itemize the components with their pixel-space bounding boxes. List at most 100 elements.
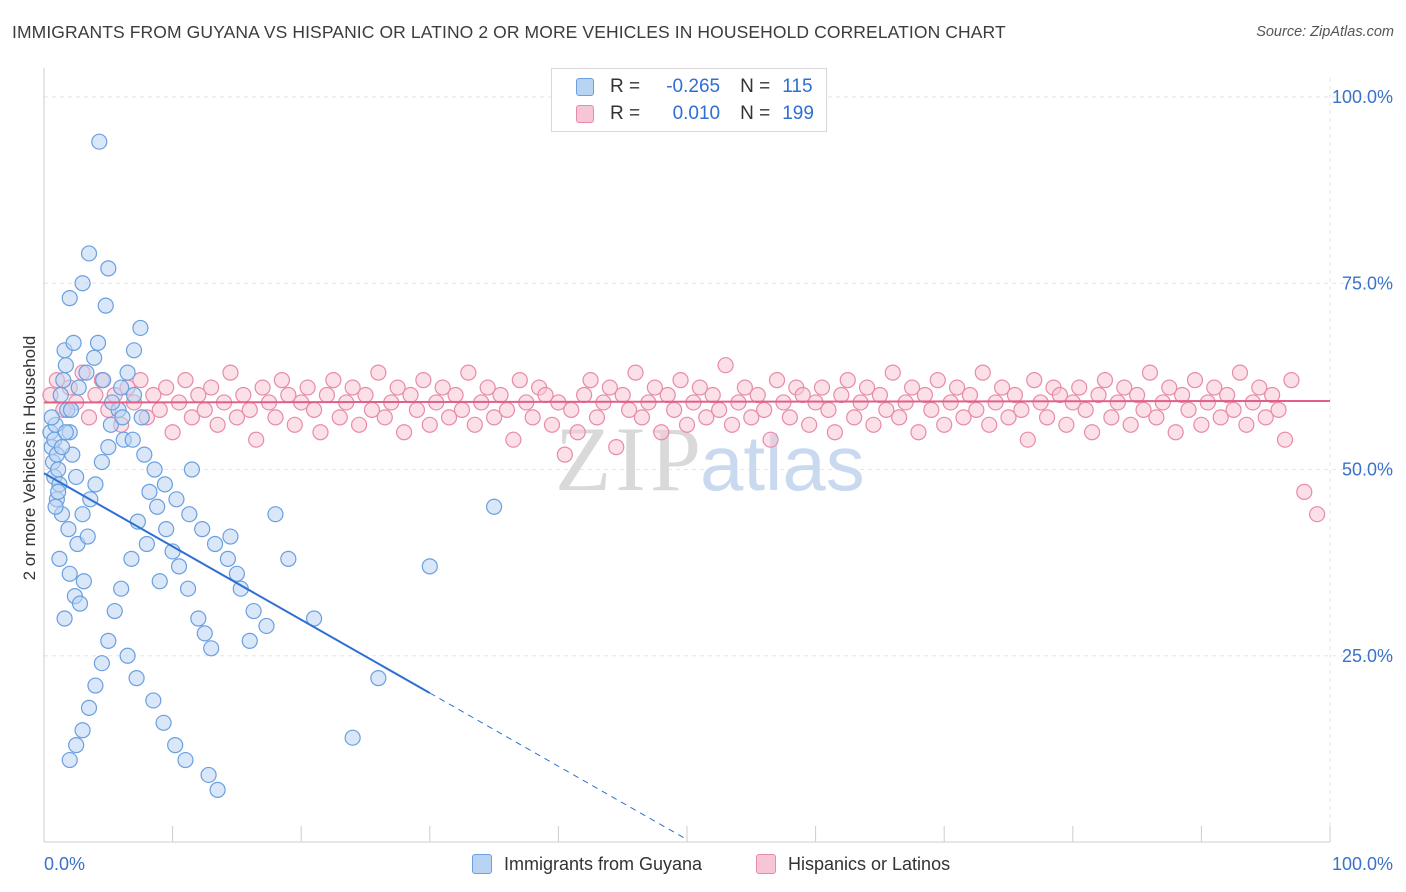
guyana-point xyxy=(50,483,67,500)
grid-lines xyxy=(44,78,1392,842)
trend-lines xyxy=(43,399,1331,840)
hispanics-point xyxy=(916,386,934,404)
hispanics-point xyxy=(1154,394,1171,411)
hispanics-point xyxy=(910,424,927,441)
guyana-point xyxy=(80,245,98,262)
guyana-point xyxy=(344,729,361,746)
hispanics-point xyxy=(434,379,451,396)
guyana-point xyxy=(421,558,438,575)
hispanics-point xyxy=(267,409,284,426)
hispanics-point xyxy=(820,401,837,418)
hispanics-point xyxy=(691,379,708,396)
guyana-point xyxy=(100,439,117,456)
guyana-point xyxy=(71,595,89,612)
hispanics-point xyxy=(576,386,593,404)
hispanics-point xyxy=(1077,401,1094,418)
guyana-point xyxy=(93,655,110,672)
hispanics-point xyxy=(286,416,303,433)
legend-swatch-blue xyxy=(576,78,594,96)
hispanics-point xyxy=(563,401,580,418)
hispanics-point xyxy=(698,409,715,426)
guyana-point xyxy=(228,565,245,582)
guyana-point xyxy=(113,379,130,396)
x-tick-label-max: 100.0% xyxy=(1332,854,1393,874)
guyana-point xyxy=(151,573,168,590)
hispanics-point xyxy=(672,372,689,389)
guyana-point xyxy=(79,528,96,545)
hispanics-point xyxy=(132,372,149,389)
source-label: Source: ZipAtlas.com xyxy=(1256,24,1394,40)
hispanics-point xyxy=(479,379,496,396)
hispanics-point xyxy=(196,401,213,418)
hispanics-point xyxy=(305,401,323,418)
guyana-point xyxy=(167,737,184,754)
bottom-legend-label: Immigrants from Guyana xyxy=(504,853,703,874)
hispanics-point xyxy=(871,386,889,404)
guyana-point xyxy=(196,625,213,642)
hispanics-point xyxy=(80,409,98,426)
guyana-point xyxy=(123,550,140,568)
guyana-point xyxy=(74,506,91,523)
hispanics-point xyxy=(839,372,856,389)
hispanics-point xyxy=(325,372,342,389)
guyana-point xyxy=(370,669,387,687)
guyana-point xyxy=(106,602,123,620)
hispanics-point xyxy=(1064,394,1081,411)
hispanics-trend-line xyxy=(43,399,1331,404)
series-hispanics-points xyxy=(42,357,1326,523)
hispanics-point xyxy=(460,364,477,381)
hispanics-point xyxy=(1212,409,1229,426)
hispanics-point xyxy=(1309,506,1326,523)
hispanics-point xyxy=(370,364,387,381)
hispanics-point xyxy=(177,372,194,389)
hispanics-point xyxy=(813,379,831,396)
hispanics-point xyxy=(659,386,676,404)
guyana-point xyxy=(136,446,153,463)
bottom-legend-swatch-blue xyxy=(472,854,492,874)
guyana-point xyxy=(132,319,149,337)
hispanics-point xyxy=(1019,431,1036,448)
guyana-point xyxy=(128,669,145,687)
hispanics-point xyxy=(781,409,798,426)
guyana-point xyxy=(280,550,297,568)
guyana-trend-extension xyxy=(429,692,688,840)
y-tick-label: 50.0% xyxy=(1342,460,1393,480)
guyana-point xyxy=(183,461,200,478)
hispanics-point xyxy=(1058,416,1075,433)
hispanics-point xyxy=(955,409,972,426)
guyana-point xyxy=(119,647,136,664)
guyana-point xyxy=(146,461,163,478)
hispanics-point xyxy=(608,439,625,456)
guyana-point xyxy=(43,409,60,426)
hispanics-point xyxy=(235,386,252,404)
hispanics-point xyxy=(151,401,168,418)
guyana-point xyxy=(55,372,72,389)
guyana-point xyxy=(145,692,162,709)
guyana-point xyxy=(194,520,211,538)
legend: R = -0.265 N = 115 R = 0.010 N = 199 xyxy=(551,68,827,132)
y-tick-label: 25.0% xyxy=(1342,646,1393,666)
hispanics-point xyxy=(653,424,670,441)
guyana-point xyxy=(170,558,188,575)
hispanics-point xyxy=(1116,379,1133,396)
hispanics-point xyxy=(1206,379,1223,396)
hispanics-point xyxy=(1096,372,1114,389)
guyana-point xyxy=(47,498,64,515)
hispanics-point xyxy=(1244,394,1261,411)
guyana-point xyxy=(125,386,143,404)
hispanics-point xyxy=(498,401,516,418)
guyana-point xyxy=(141,483,158,500)
hispanics-point xyxy=(678,416,696,433)
guyana-point xyxy=(206,535,224,553)
guyana-point xyxy=(138,535,155,553)
hispanics-point xyxy=(666,401,683,418)
hispanics-point xyxy=(1264,386,1281,404)
hispanics-point xyxy=(254,379,271,396)
hispanics-point xyxy=(543,416,561,433)
hispanics-point xyxy=(376,409,393,426)
guyana-point xyxy=(50,461,67,478)
hispanics-point xyxy=(582,372,599,389)
hispanics-point xyxy=(936,416,953,433)
guyana-point xyxy=(190,610,207,627)
hispanics-point xyxy=(415,372,432,389)
